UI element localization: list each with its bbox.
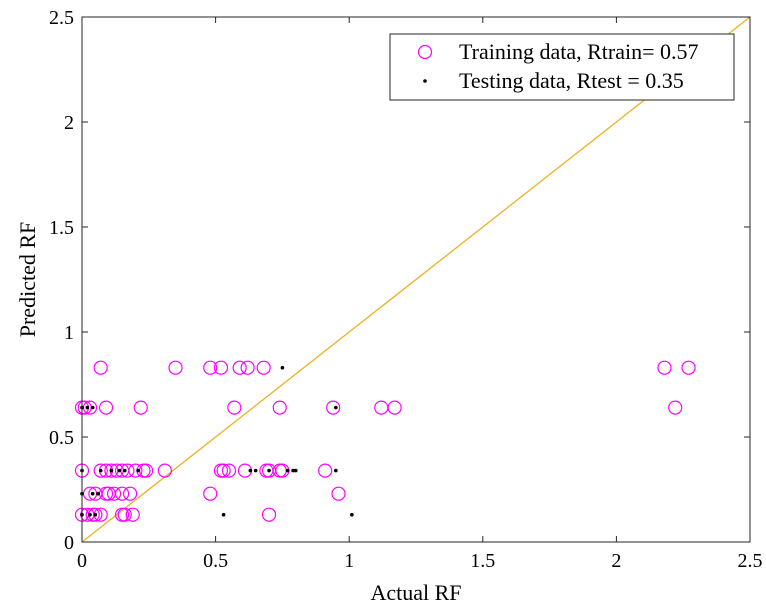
testing-point [253,468,258,473]
x-axis-label: Actual RF [370,580,461,605]
testing-point [136,468,140,473]
training-point [168,360,183,375]
data-marks [74,360,696,522]
training-point [106,486,122,501]
y-tick-labels: 0 0.5 1 1.5 2 2.5 [49,7,74,554]
x-tick-label: 0.5 [203,550,228,572]
testing-point [280,365,285,370]
testing-point [90,491,95,496]
testing-point [109,468,114,473]
legend-training-marker [417,44,433,60]
x-tick-label: 0 [77,550,87,572]
testing-point [221,512,226,517]
training-point [93,463,108,478]
training-point [240,360,255,375]
training-point [213,360,229,375]
legend-entry-label: Training data, Rtrain= 0.57 [459,39,699,64]
training-point [157,463,172,478]
reference-line-y-equals-x [81,16,751,543]
testing-point [96,491,100,496]
training-point [256,360,271,375]
testing-point [334,468,338,473]
training-point [216,463,231,478]
training-point [128,463,143,478]
testing-point [293,468,298,473]
testing-point [291,468,295,473]
series-2 [80,365,354,517]
reference-line-layer [81,16,751,543]
training-point [203,486,218,501]
training-point [122,486,138,501]
training-point [331,486,346,501]
training-point [232,360,247,375]
y-tick-label: 1.5 [49,217,74,239]
y-tick-label: 0.5 [49,427,74,449]
legend-entry-label: Testing data, Rtest = 0.35 [459,68,684,93]
legend: Training data, Rtrain= 0.57 Testing data,… [389,33,735,101]
testing-point [85,405,90,410]
testing-point [267,468,271,473]
testing-point [334,405,338,410]
legend-box [389,33,735,101]
training-point [114,486,130,501]
testing-point [122,468,127,473]
x-tick-label: 2.5 [738,550,763,572]
x-tick-label: 1 [344,550,354,572]
x-tick-labels: 0 0.5 1 1.5 2 2.5 [77,550,763,572]
training-point [326,400,341,415]
y-axis-label: Predicted RF [15,222,40,338]
testing-point [88,512,92,517]
x-tick-label: 2 [611,550,621,572]
y-tick-label: 0 [64,532,74,554]
testing-point [90,405,95,410]
training-point [117,507,132,522]
training-point [98,400,114,415]
training-point [221,463,237,478]
training-point [203,360,218,375]
y-tick-label: 2 [64,112,74,134]
testing-point [350,512,354,517]
axes [81,16,751,543]
training-point [125,507,140,522]
y-tick-label: 2.5 [49,7,74,29]
legend-testing-marker [423,79,427,83]
x-tick-label: 1.5 [470,550,495,572]
testing-point [98,468,103,473]
training-point [668,400,683,415]
training-point [681,360,696,375]
testing-point [285,468,290,473]
training-point [272,400,287,415]
training-point [387,400,402,415]
training-point [227,400,242,415]
axes-box [81,16,751,543]
training-point [318,463,333,478]
y-tick-label: 1 [64,322,74,344]
training-point [261,507,277,522]
training-point [133,400,148,415]
testing-point [93,512,98,517]
training-point [657,360,672,375]
training-point [93,360,108,375]
testing-point [248,468,253,473]
testing-point [117,468,122,473]
